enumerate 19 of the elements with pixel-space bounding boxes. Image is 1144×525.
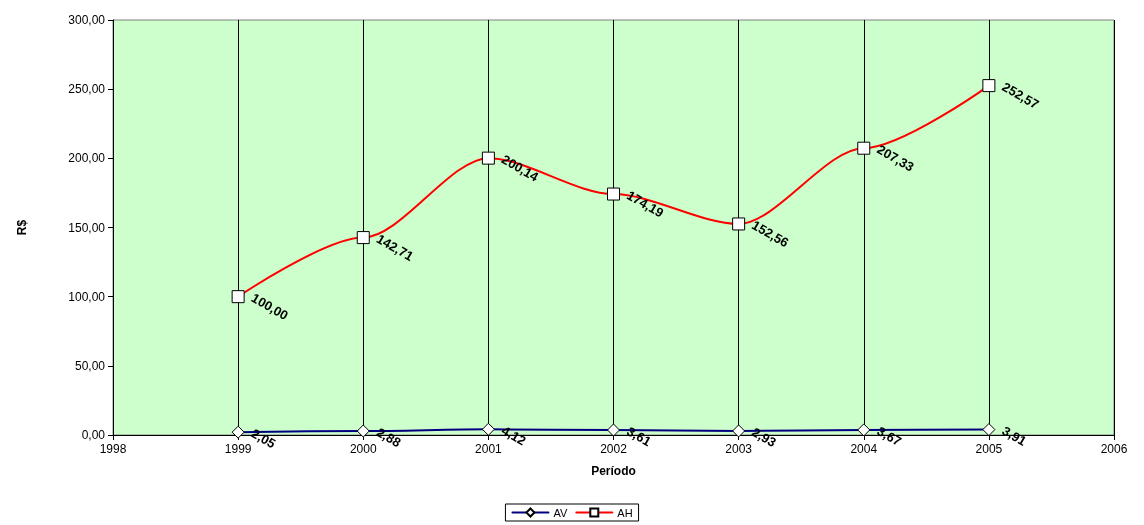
x-tick-label: 2004 [850, 442, 878, 456]
y-tick-label: 50,00 [74, 358, 106, 373]
y-tick-label: 300,00 [68, 13, 106, 27]
y-tick-label: 0,00 [81, 428, 106, 442]
x-tick-label: 2005 [975, 442, 1003, 456]
y-tick-label: 200,00 [68, 151, 106, 166]
y-tick-label: 100,00 [68, 289, 106, 304]
y-tick-label: 150,00 [68, 220, 106, 235]
x-tick-label: 2000 [349, 442, 377, 456]
y-axis-title: R$ [15, 219, 29, 236]
x-axis-title: Período [591, 464, 636, 478]
legend-label: AH [617, 506, 633, 519]
y-tick-label: 250,00 [68, 82, 106, 97]
x-tick-label: 1998 [99, 442, 127, 456]
x-tick-label: 2002 [600, 442, 628, 456]
x-tick-label: 2006 [1100, 442, 1128, 456]
legend-label: AV [553, 506, 568, 519]
x-tick-label: 1999 [224, 442, 252, 456]
x-tick-label: 2003 [725, 442, 753, 456]
